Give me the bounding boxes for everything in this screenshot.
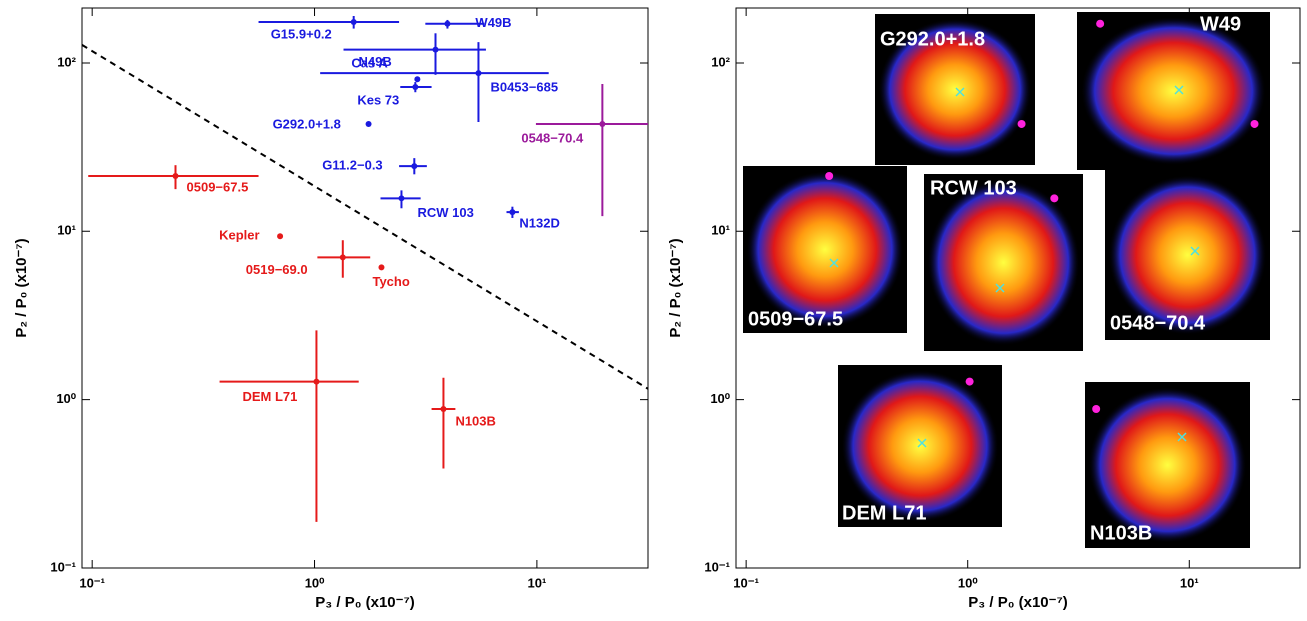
image-label: DEM L71: [842, 502, 926, 524]
point-label: G15.9+0.2: [271, 26, 332, 41]
point-label: N132D: [519, 216, 559, 231]
data-point: [412, 83, 419, 90]
plot-frame: [735, 7, 1301, 569]
y-tick-label: 10⁰: [56, 391, 76, 406]
data-point: [1050, 194, 1059, 203]
image-label: RCW 103: [930, 177, 1017, 199]
remnant-image: [878, 18, 1032, 161]
center-marker: [1174, 85, 1184, 95]
x-tick-label: 10⁰: [305, 575, 325, 590]
center-marker: [1190, 246, 1200, 256]
center-marker: [917, 438, 927, 448]
y-tick-label: 10¹: [711, 223, 730, 238]
point-label: RCW 103: [417, 205, 473, 220]
image-label: 0509−67.5: [748, 308, 843, 330]
data-point: [172, 173, 179, 180]
center-marker: [1177, 432, 1187, 442]
remnant-image: [746, 171, 904, 328]
data-point: [509, 209, 516, 216]
data-point: [825, 172, 834, 181]
x-tick-label: 10⁰: [958, 575, 978, 590]
data-point: [444, 20, 451, 27]
data-point: [432, 46, 439, 53]
y-tick-label: 10⁻¹: [704, 559, 730, 574]
image-label: N103B: [1090, 522, 1152, 544]
data-point: [1017, 119, 1026, 128]
x-tick-label: 10⁻¹: [79, 575, 105, 590]
y-axis-label: P₂ / P₀ (x10⁻⁷): [667, 238, 684, 337]
point-label: Kepler: [219, 228, 259, 243]
point-label: 0519−69.0: [246, 262, 308, 277]
y-tick-label: 10¹: [57, 223, 76, 238]
y-tick-label: 10²: [711, 54, 730, 69]
image-label: 0548−70.4: [1110, 312, 1206, 334]
point-label: 0509−67.5: [187, 179, 249, 194]
data-point: [965, 377, 974, 386]
x-axis-label: P₃ / P₀ (x10⁻⁷): [315, 594, 415, 611]
point-label: N49B: [359, 54, 392, 69]
data-point: [1096, 19, 1105, 28]
data-point: [475, 70, 482, 77]
y-axis-label: P₂ / P₀ (x10⁻⁷): [13, 238, 30, 337]
data-point: [378, 264, 385, 271]
point-label: Cas A: [351, 56, 388, 71]
point-label: 0548−70.4: [521, 130, 584, 145]
point-label: G292.0+1.8: [273, 116, 341, 131]
data-point: [350, 19, 357, 26]
plot-frame: [81, 7, 649, 569]
data-point: [1092, 404, 1101, 413]
data-point: [313, 378, 320, 385]
point-label: Tycho: [372, 274, 409, 289]
center-marker: [955, 87, 965, 97]
data-point: [277, 233, 284, 240]
data-point: [411, 163, 418, 170]
x-tick-label: 10¹: [527, 575, 546, 590]
center-marker: [829, 258, 839, 268]
point-label: Kes 73: [357, 92, 399, 107]
data-point: [398, 195, 405, 202]
data-point: [414, 76, 421, 83]
data-point: [440, 405, 447, 412]
image-label: G292.0+1.8: [880, 28, 985, 50]
point-label: B0453−685: [490, 80, 558, 95]
data-point: [339, 254, 346, 261]
data-point: [599, 120, 606, 127]
x-tick-label: 10⁻¹: [733, 575, 759, 590]
point-label: DEM L71: [242, 389, 297, 404]
image-label: W49: [1200, 13, 1241, 35]
point-label: G11.2−0.3: [322, 158, 382, 173]
data-point: [365, 120, 372, 127]
remnant-image: [1080, 16, 1267, 166]
x-tick-label: 10¹: [1180, 575, 1199, 590]
remnant-image: [1088, 386, 1247, 544]
remnant-image: [927, 179, 1080, 346]
y-tick-label: 10⁰: [710, 391, 730, 406]
y-tick-label: 10²: [57, 54, 76, 69]
point-label: W49B: [475, 15, 511, 30]
center-marker: [995, 283, 1005, 293]
y-tick-label: 10⁻¹: [50, 559, 76, 574]
data-point: [1250, 119, 1259, 128]
point-label: N103B: [455, 413, 495, 428]
trend-line: [81, 44, 649, 390]
remnant-image: [1108, 175, 1267, 335]
x-axis-label: P₃ / P₀ (x10⁻⁷): [968, 594, 1068, 611]
